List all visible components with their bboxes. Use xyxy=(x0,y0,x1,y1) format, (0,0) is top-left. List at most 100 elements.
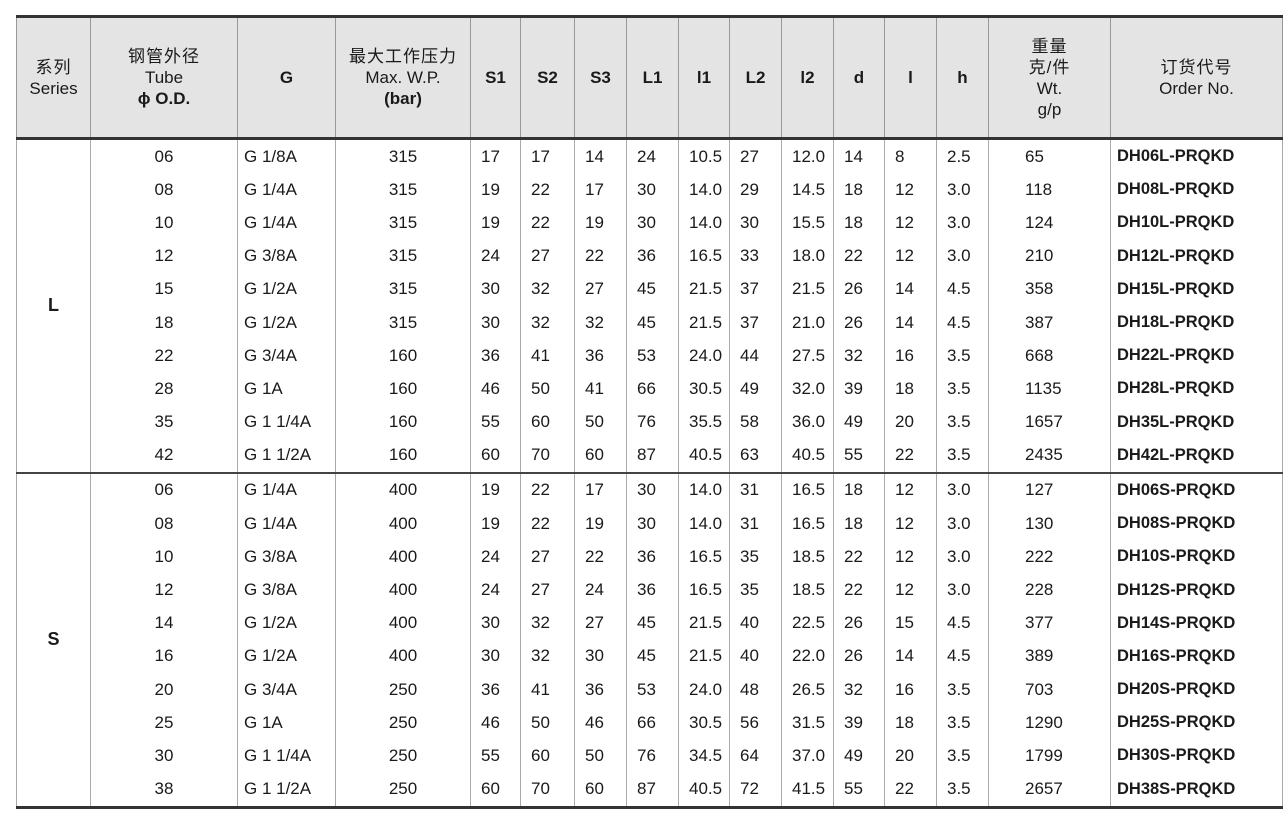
table-cell: 14.0 xyxy=(678,206,730,240)
table-cell: 41 xyxy=(520,339,575,373)
order-number-cell: DH20S-PRQKD xyxy=(1110,673,1283,707)
table-cell: 315 xyxy=(335,305,471,340)
table-cell: 66 xyxy=(626,372,679,406)
table-cell: 400 xyxy=(335,507,471,541)
table-cell: 36 xyxy=(574,339,627,373)
table-cell: 24 xyxy=(626,138,679,174)
order-number-cell: DH10S-PRQKD xyxy=(1110,540,1283,574)
table-cell: 27 xyxy=(729,138,782,174)
series-group-L: L 06 G 1/8A 315 17 17 14 24 10.5 27 12.0 14 8 2.5 65 DH… xyxy=(16,138,1283,473)
table-header: 系列 Series 钢管外径 Tube ϕ O.D. G 最大工作压力 Max. W.P… xyxy=(16,16,1283,139)
table-cell: 36.0 xyxy=(781,405,834,439)
table-cell: 20 xyxy=(884,405,937,439)
header-wt-unit: g/p xyxy=(1037,99,1062,119)
table-cell: 38 xyxy=(90,772,238,808)
table-cell: 668 xyxy=(988,339,1111,373)
table-cell: 41 xyxy=(520,673,575,707)
table-cell: 3.0 xyxy=(936,507,989,541)
table-cell: 55 xyxy=(833,772,885,808)
table-cell: 124 xyxy=(988,206,1111,240)
table-cell: 22 xyxy=(833,540,885,574)
header-wt-en: Wt. xyxy=(1036,78,1063,98)
table-cell: 222 xyxy=(988,540,1111,574)
table-cell: 22 xyxy=(520,173,575,207)
order-number-cell: DH08L-PRQKD xyxy=(1110,173,1283,207)
table-cell: 49 xyxy=(729,372,782,406)
table-cell: 32 xyxy=(520,305,575,340)
table-cell: 60 xyxy=(574,772,627,808)
table-cell: 48 xyxy=(729,673,782,707)
table-cell: 250 xyxy=(335,706,471,740)
table-cell: 315 xyxy=(335,138,471,174)
table-cell: G 1 1/2A xyxy=(237,772,336,808)
table-cell: 65 xyxy=(988,138,1111,174)
order-number-cell: DH15L-PRQKD xyxy=(1110,272,1283,306)
table-cell: 70 xyxy=(520,772,575,808)
table-cell: 36 xyxy=(626,540,679,574)
table-cell: 27 xyxy=(574,606,627,640)
table-cell: 3.5 xyxy=(936,673,989,707)
table-cell: 55 xyxy=(470,405,521,439)
table-cell: 08 xyxy=(90,507,238,541)
table-cell: 35 xyxy=(729,540,782,574)
table-cell: 30 xyxy=(626,206,679,240)
table-cell: 18 xyxy=(833,173,885,207)
table-cell: 40.5 xyxy=(781,438,834,473)
table-cell: 50 xyxy=(574,739,627,773)
table-row: 18 G 1/2A 315 30 32 32 45 21.5 37 21.0 26 14 4.5 387 D… xyxy=(17,305,1283,340)
table-cell: 30 xyxy=(470,606,521,640)
table-cell: 3.0 xyxy=(936,239,989,273)
table-cell: 22 xyxy=(884,438,937,473)
header-l: l xyxy=(884,16,937,139)
series-group-S: S 06 G 1/4A 400 19 22 17 30 14.0 31 16.5 18 12 3.0 127… xyxy=(16,472,1283,808)
table-cell: 60 xyxy=(520,739,575,773)
table-cell: 26 xyxy=(833,606,885,640)
table-row: 38 G 1 1/2A 250 60 70 60 87 40.5 72 41.5 55 22 3.5 26… xyxy=(17,772,1283,808)
table-cell: G 3/4A xyxy=(237,339,336,373)
table-cell: 49 xyxy=(833,405,885,439)
order-number-cell: DH22L-PRQKD xyxy=(1110,339,1283,373)
table-cell: 26 xyxy=(833,305,885,340)
table-cell: 160 xyxy=(335,372,471,406)
order-number-cell: DH42L-PRQKD xyxy=(1110,438,1283,473)
table-cell: 15 xyxy=(90,272,238,306)
table-cell: 60 xyxy=(470,438,521,473)
table-cell: 56 xyxy=(729,706,782,740)
table-row: 14 G 1/2A 400 30 32 27 45 21.5 40 22.5 26 15 4.5 377 D… xyxy=(17,606,1283,640)
table-cell: 46 xyxy=(470,706,521,740)
table-cell: 29 xyxy=(729,173,782,207)
table-cell: 24.0 xyxy=(678,339,730,373)
table-cell: 703 xyxy=(988,673,1111,707)
table-cell: 20 xyxy=(90,673,238,707)
table-cell: 3.5 xyxy=(936,405,989,439)
table-cell: 31 xyxy=(729,472,782,508)
table-cell: 3.0 xyxy=(936,173,989,207)
table-cell: 16.5 xyxy=(781,472,834,508)
order-number-cell: DH08S-PRQKD xyxy=(1110,507,1283,541)
header-wt-cn2: 克/件 xyxy=(1028,57,1071,77)
header-tube: 钢管外径 Tube ϕ O.D. xyxy=(90,16,238,139)
table-cell: 18 xyxy=(884,372,937,406)
table-cell: 55 xyxy=(470,739,521,773)
table-cell: 53 xyxy=(626,339,679,373)
table-cell: 36 xyxy=(470,673,521,707)
order-number-cell: DH28L-PRQKD xyxy=(1110,372,1283,406)
table-cell: 22.5 xyxy=(781,606,834,640)
table-cell: 315 xyxy=(335,272,471,306)
table-cell: 30 xyxy=(470,639,521,673)
table-cell: 50 xyxy=(574,405,627,439)
table-cell: 35.5 xyxy=(678,405,730,439)
table-cell: 46 xyxy=(470,372,521,406)
table-cell: 35 xyxy=(729,573,782,607)
table-row: 12 G 3/8A 315 24 27 22 36 16.5 33 18.0 22 12 3.0 210 D… xyxy=(17,239,1283,273)
order-number-cell: DH25S-PRQKD xyxy=(1110,706,1283,740)
table-cell: 2435 xyxy=(988,438,1111,473)
table-cell: 40.5 xyxy=(678,438,730,473)
header-order: 订货代号 Order No. xyxy=(1110,16,1283,139)
table-cell: 16 xyxy=(90,639,238,673)
table-cell: 22 xyxy=(520,472,575,508)
table-cell: 26 xyxy=(833,639,885,673)
table-cell: 27.5 xyxy=(781,339,834,373)
table-cell: 24 xyxy=(470,540,521,574)
table-cell: 4.5 xyxy=(936,272,989,306)
